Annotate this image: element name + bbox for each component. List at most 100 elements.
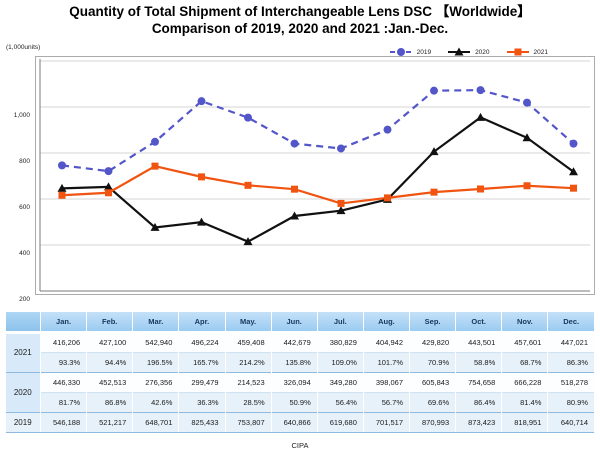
value-cell: 457,601 — [501, 331, 548, 352]
y-axis-tick-label: 600 — [19, 204, 30, 211]
chart-legend: 2019 2020 2021 — [389, 47, 548, 57]
percent-cell: 50.9% — [270, 391, 318, 412]
table-corner-cell — [5, 312, 41, 334]
data-point-marker — [198, 173, 205, 181]
value-cell: 754,658 — [455, 371, 502, 392]
table-row-2020-values: 2020 446,330 452,513 276,356 299,479 214,523 3… — [5, 371, 594, 412]
month-header-cell: Feb. — [86, 312, 133, 334]
percent-cell: 109.0% — [316, 351, 364, 372]
y-axis-tick-label: 400 — [19, 250, 30, 257]
legend-line-sample — [389, 48, 412, 56]
data-point-marker — [522, 133, 532, 142]
value-cell: 521,217 — [86, 411, 133, 433]
month-header-cell: Dec. — [547, 312, 594, 334]
month-header-cell: Jul. — [316, 312, 364, 334]
y-axis-tick-labels: 1,0008006004002000 — [0, 56, 32, 349]
shipment-line-chart — [39, 59, 590, 292]
data-point-marker — [337, 144, 345, 153]
value-cell: 605,843 — [408, 371, 456, 392]
data-point-marker — [104, 167, 113, 176]
value-cell: 666,228 — [501, 371, 548, 392]
legend-item-2021: 2021 — [506, 47, 548, 57]
legend-item-2019: 2019 — [389, 47, 431, 57]
year-label-cell: 2021 — [5, 331, 41, 372]
data-point-marker — [477, 185, 484, 193]
legend-label: 2020 — [475, 48, 490, 56]
value-cell: 459,408 — [224, 331, 272, 352]
percent-cell: 68.7% — [501, 351, 548, 372]
month-header-cell: Jun. — [270, 312, 318, 334]
value-cell: 640,714 — [547, 411, 594, 433]
percent-cell: 70.9% — [408, 351, 456, 372]
table-row-2021-percent: 93.3% 94.4% 196.5% 165.7% 214.2% 135.8% 109.0%… — [6, 351, 594, 372]
value-cell: 443,501 — [455, 331, 502, 352]
data-point-marker — [476, 112, 485, 121]
month-header-cell: Aug. — [362, 312, 410, 334]
chart-title: Quantity of Total Shipment of Interchang… — [0, 3, 600, 37]
percent-cell: 80.9% — [547, 391, 594, 412]
percent-cell: 86.3% — [547, 351, 594, 372]
value-cell: 299,479 — [178, 371, 225, 392]
data-point-marker — [150, 222, 160, 231]
value-cell: 818,951 — [501, 411, 548, 433]
value-cell: 349,280 — [316, 371, 364, 392]
chart-title-line1: Quantity of Total Shipment of Interchang… — [69, 4, 531, 19]
data-point-marker — [291, 185, 298, 193]
percent-cell: 56.7% — [362, 391, 410, 412]
value-cell: 404,942 — [362, 331, 410, 352]
data-point-marker — [396, 48, 405, 56]
data-point-marker — [523, 98, 531, 107]
data-point-marker — [337, 199, 345, 207]
data-point-marker — [429, 147, 439, 156]
percent-cell: 214.2% — [224, 351, 272, 372]
data-point-marker — [57, 183, 67, 192]
table-row-2020-percent: 81.7% 86.8% 42.6% 36.3% 28.5% 50.9% 56.4% 56.7%… — [6, 391, 594, 412]
data-point-marker — [336, 206, 346, 215]
data-point-marker — [454, 47, 464, 56]
data-point-marker — [243, 237, 253, 246]
percent-cell: 86.8% — [86, 391, 133, 412]
data-point-marker — [569, 167, 578, 176]
line-chart-plot-area — [35, 56, 595, 295]
data-point-marker — [290, 211, 299, 220]
value-cell: 427,100 — [86, 331, 133, 352]
percent-cell: 28.5% — [224, 391, 272, 412]
shipment-data-table-wrap: Jan. Feb. Mar. Apr. May. Jun. Jul. Aug. Sep. Oct.… — [5, 312, 594, 433]
value-cell: 701,517 — [362, 411, 410, 433]
month-header-cell: Oct. — [455, 312, 502, 334]
table-row-2021-values: 2021 416,206 427,100 542,940 496,224 459,408 4… — [5, 331, 594, 372]
data-point-marker — [476, 86, 485, 95]
value-cell: 496,224 — [178, 331, 225, 352]
data-point-marker — [383, 125, 392, 134]
value-cell: 648,701 — [132, 411, 179, 433]
series-line-2019 — [61, 89, 575, 173]
data-point-marker — [523, 182, 531, 190]
data-point-marker — [430, 188, 438, 196]
legend-item-2020: 2020 — [447, 47, 490, 57]
value-cell: 442,679 — [270, 331, 318, 352]
value-cell: 447,021 — [547, 331, 594, 352]
y-axis-tick-label: 1,000 — [13, 112, 30, 119]
percent-cell: 165.7% — [178, 351, 225, 372]
month-header-cell: Mar. — [132, 312, 179, 334]
percent-cell: 101.7% — [362, 351, 410, 372]
y-axis-tick-label: 200 — [19, 296, 30, 303]
value-cell: 619,680 — [316, 411, 364, 433]
month-header-cell: Nov. — [501, 312, 548, 334]
data-point-marker — [514, 48, 522, 56]
value-cell: 873,423 — [455, 411, 502, 433]
data-point-marker — [58, 191, 66, 199]
data-point-marker — [570, 184, 577, 192]
percent-cell: 93.3% — [39, 351, 87, 372]
value-cell: 546,188 — [39, 411, 87, 433]
value-cell: 452,513 — [86, 371, 133, 392]
percent-cell: 196.5% — [132, 351, 179, 372]
data-point-marker — [197, 217, 206, 226]
table-row-2019-values: 2019 546,188 521,217 648,701 825,433 753,807 6… — [5, 411, 594, 433]
value-cell: 753,807 — [224, 411, 272, 433]
value-cell: 416,206 — [39, 331, 87, 352]
value-cell: 380,829 — [316, 331, 364, 352]
value-cell: 214,523 — [224, 371, 272, 392]
percent-cell: 42.6% — [132, 391, 179, 412]
series-line-2021 — [61, 164, 574, 205]
